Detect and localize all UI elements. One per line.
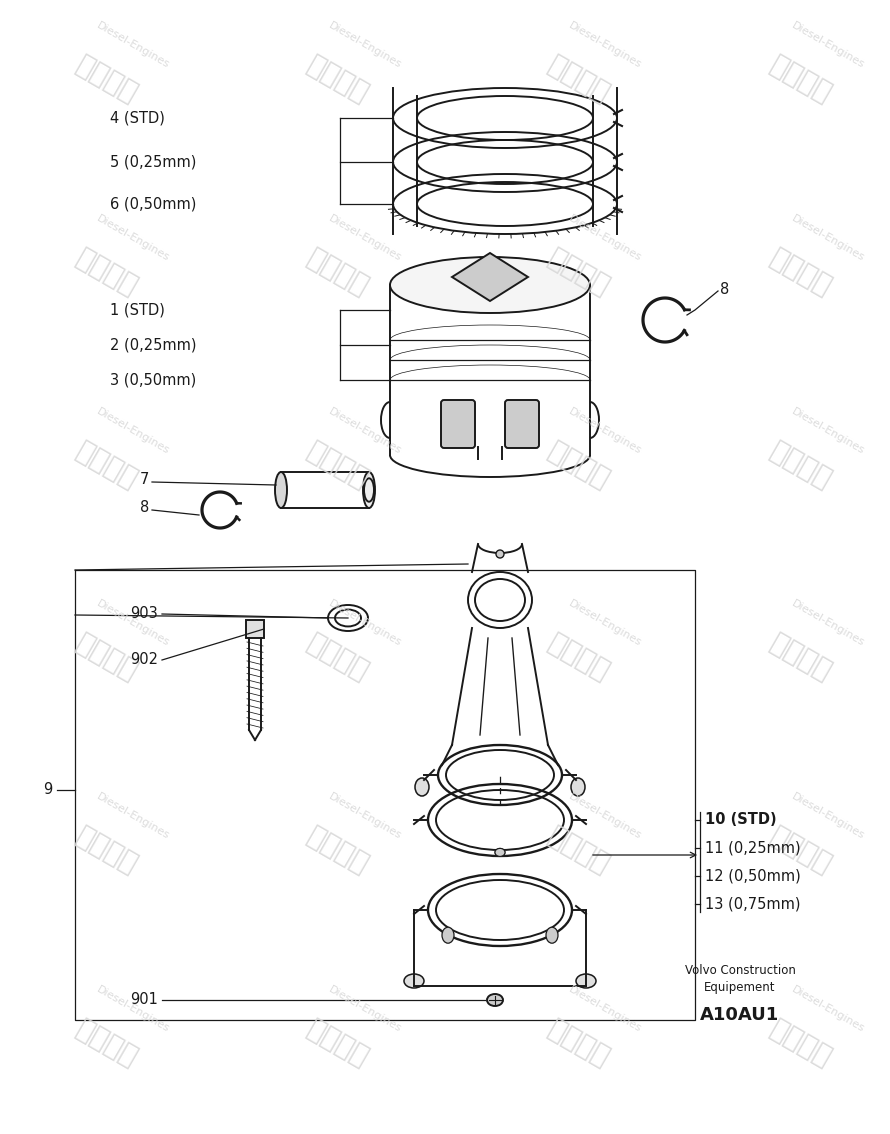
Text: 紫发动力: 紫发动力 — [765, 822, 837, 879]
Text: 紫发动力: 紫发动力 — [71, 244, 142, 301]
Ellipse shape — [496, 550, 504, 558]
Text: Diesel-Engines: Diesel-Engines — [327, 599, 403, 649]
Text: 紫发动力: 紫发动力 — [71, 437, 142, 493]
Text: Diesel-Engines: Diesel-Engines — [95, 984, 172, 1034]
Text: 紫发动力: 紫发动力 — [303, 437, 374, 493]
Text: Diesel-Engines: Diesel-Engines — [95, 599, 172, 649]
Text: Diesel-Engines: Diesel-Engines — [567, 984, 643, 1034]
Text: 1 (STD): 1 (STD) — [110, 303, 165, 318]
Text: Diesel-Engines: Diesel-Engines — [327, 984, 403, 1034]
Text: Diesel-Engines: Diesel-Engines — [327, 406, 403, 456]
Text: Diesel-Engines: Diesel-Engines — [95, 20, 172, 70]
Ellipse shape — [404, 974, 424, 988]
Text: Diesel-Engines: Diesel-Engines — [567, 20, 643, 70]
Text: 紫发动力: 紫发动力 — [303, 822, 374, 879]
Text: 902: 902 — [130, 652, 158, 668]
Text: Diesel-Engines: Diesel-Engines — [789, 792, 866, 841]
Polygon shape — [452, 253, 528, 301]
Text: 3 (0,50mm): 3 (0,50mm) — [110, 372, 197, 388]
Text: Diesel-Engines: Diesel-Engines — [789, 984, 866, 1034]
FancyBboxPatch shape — [441, 400, 475, 448]
Ellipse shape — [275, 472, 287, 508]
Text: 紫发动力: 紫发动力 — [543, 1015, 614, 1072]
Text: 紫发动力: 紫发动力 — [303, 1015, 374, 1072]
Text: Diesel-Engines: Diesel-Engines — [95, 213, 172, 263]
Text: 紫发动力: 紫发动力 — [765, 437, 837, 493]
Text: 7: 7 — [140, 473, 150, 488]
Text: 2 (0,25mm): 2 (0,25mm) — [110, 338, 197, 353]
Ellipse shape — [442, 928, 454, 943]
Text: 12 (0,50mm): 12 (0,50mm) — [705, 869, 801, 883]
Ellipse shape — [576, 974, 596, 988]
Text: Diesel-Engines: Diesel-Engines — [327, 213, 403, 263]
Text: 9: 9 — [44, 782, 53, 797]
Text: Diesel-Engines: Diesel-Engines — [567, 792, 643, 841]
Text: 5 (0,25mm): 5 (0,25mm) — [110, 154, 197, 169]
Polygon shape — [246, 620, 264, 638]
Text: 紫发动力: 紫发动力 — [543, 629, 614, 686]
Text: Diesel-Engines: Diesel-Engines — [327, 792, 403, 841]
Ellipse shape — [495, 848, 505, 856]
Text: 紫发动力: 紫发动力 — [765, 1015, 837, 1072]
Ellipse shape — [546, 928, 558, 943]
Text: 紫发动力: 紫发动力 — [543, 244, 614, 301]
Text: 紫发动力: 紫发动力 — [765, 244, 837, 301]
Text: A10AU1: A10AU1 — [700, 1006, 780, 1024]
Text: Diesel-Engines: Diesel-Engines — [789, 406, 866, 456]
Text: 901: 901 — [130, 992, 158, 1007]
Text: Diesel-Engines: Diesel-Engines — [95, 406, 172, 456]
Text: 6 (0,50mm): 6 (0,50mm) — [110, 196, 197, 212]
Text: 紫发动力: 紫发动力 — [71, 822, 142, 879]
Text: Diesel-Engines: Diesel-Engines — [95, 792, 172, 841]
Text: 8: 8 — [140, 500, 150, 516]
Text: 紫发动力: 紫发动力 — [71, 629, 142, 686]
Text: 8: 8 — [720, 282, 729, 297]
Ellipse shape — [415, 778, 429, 796]
Text: 13 (0,75mm): 13 (0,75mm) — [705, 897, 800, 912]
Text: 紫发动力: 紫发动力 — [765, 51, 837, 108]
Text: Diesel-Engines: Diesel-Engines — [567, 599, 643, 649]
Text: 紫发动力: 紫发动力 — [543, 51, 614, 108]
Text: 紫发动力: 紫发动力 — [303, 244, 374, 301]
Text: 紫发动力: 紫发动力 — [765, 629, 837, 686]
Text: 紫发动力: 紫发动力 — [71, 51, 142, 108]
Ellipse shape — [571, 778, 585, 796]
Ellipse shape — [495, 848, 505, 856]
Text: Diesel-Engines: Diesel-Engines — [567, 406, 643, 456]
Text: 紫发动力: 紫发动力 — [303, 629, 374, 686]
Text: 紫发动力: 紫发动力 — [543, 822, 614, 879]
Text: 903: 903 — [130, 607, 158, 621]
Text: Diesel-Engines: Diesel-Engines — [567, 213, 643, 263]
FancyBboxPatch shape — [505, 400, 539, 448]
Text: 紫发动力: 紫发动力 — [543, 437, 614, 493]
Text: Equipement: Equipement — [704, 982, 776, 995]
Text: 11 (0,25mm): 11 (0,25mm) — [705, 840, 801, 855]
Ellipse shape — [487, 995, 503, 1006]
Text: 4 (STD): 4 (STD) — [110, 110, 165, 126]
Text: Volvo Construction: Volvo Construction — [684, 964, 796, 976]
Ellipse shape — [363, 472, 375, 508]
Text: Diesel-Engines: Diesel-Engines — [789, 599, 866, 649]
Ellipse shape — [390, 257, 590, 313]
Text: Diesel-Engines: Diesel-Engines — [789, 213, 866, 263]
Text: 紫发动力: 紫发动力 — [303, 51, 374, 108]
Text: 10 (STD): 10 (STD) — [705, 812, 777, 828]
Text: Diesel-Engines: Diesel-Engines — [327, 20, 403, 70]
Text: 紫发动力: 紫发动力 — [71, 1015, 142, 1072]
Text: Diesel-Engines: Diesel-Engines — [789, 20, 866, 70]
